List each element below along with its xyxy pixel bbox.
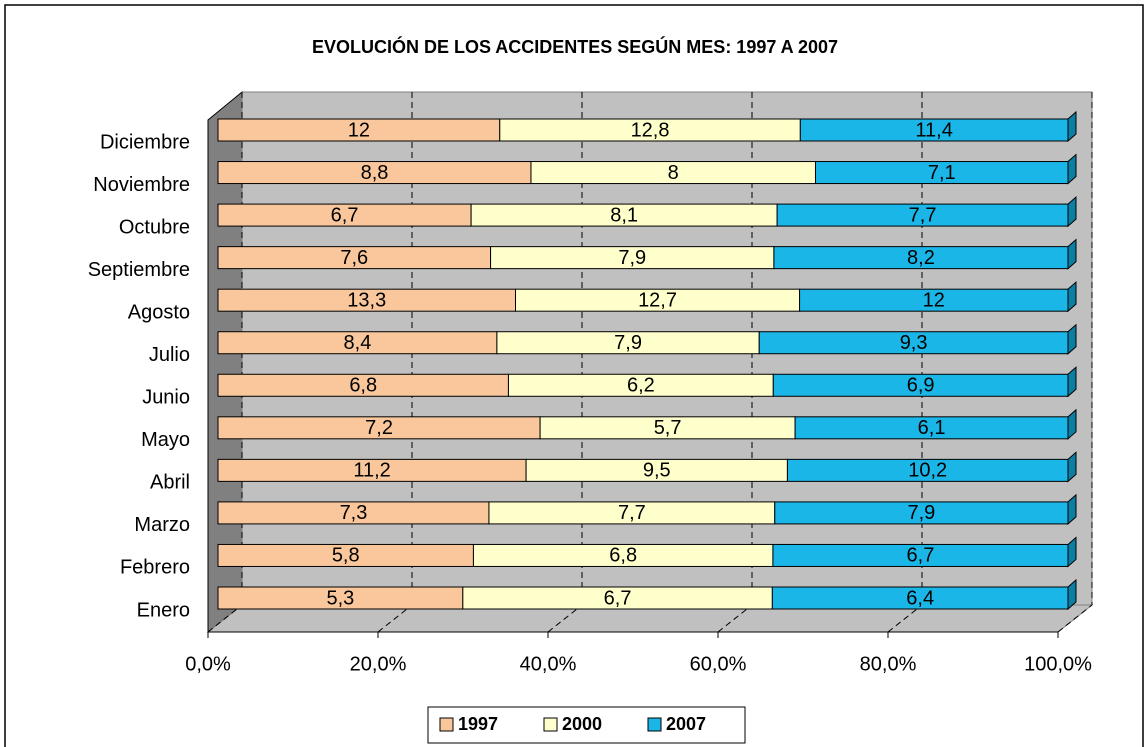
y-tick-label: Octubre [119, 216, 190, 238]
y-tick-label: Febrero [120, 557, 190, 579]
data-label: 5,8 [332, 545, 360, 567]
grid-line [887, 604, 923, 633]
data-label: 6,8 [609, 545, 637, 567]
y-tick-label: Noviembre [93, 174, 190, 196]
data-label: 8,8 [361, 162, 389, 184]
grid-line [207, 604, 243, 633]
data-label: 12,7 [638, 289, 677, 311]
data-label: 11,2 [353, 460, 390, 482]
y-tick-label: Abril [150, 472, 190, 494]
legend-label: 1997 [458, 714, 498, 734]
data-label: 9,5 [643, 460, 671, 482]
data-label: 8,4 [344, 332, 372, 354]
data-label: 7,7 [618, 502, 646, 524]
data-label: 8,2 [907, 247, 935, 269]
data-label: 6,7 [907, 545, 935, 567]
legend-swatch [439, 717, 454, 732]
data-label: 7,2 [365, 417, 393, 439]
data-label: 7,9 [614, 332, 642, 354]
data-label: 6,1 [918, 417, 946, 439]
legend-swatch [543, 717, 558, 732]
data-label: 5,7 [654, 417, 682, 439]
bar-end [1067, 238, 1077, 270]
x-tick-label: 0,0% [185, 653, 231, 675]
data-label: 11,4 [915, 119, 952, 141]
y-tick-label: Agosto [128, 301, 190, 323]
y-tick-label: Enero [137, 599, 190, 621]
legend-label: 2000 [562, 714, 602, 734]
y-tick-label: Mayo [141, 429, 190, 451]
bar-end [1067, 323, 1077, 355]
bar-end [1067, 451, 1077, 483]
data-label: 7,6 [340, 247, 368, 269]
grid-line [547, 604, 583, 633]
bar-end [1067, 110, 1077, 143]
data-label: 7,9 [618, 247, 646, 269]
legend-box [427, 706, 746, 744]
legend-label: 2007 [666, 714, 706, 734]
data-label: 7,1 [928, 162, 956, 184]
chart-title: EVOLUCIÓN DE LOS ACCIDENTES SEGÚN MES: 1… [312, 36, 838, 57]
bar-end [1067, 153, 1077, 185]
bar-end [1067, 408, 1077, 440]
data-label: 6,4 [906, 587, 934, 609]
y-tick-label: Septiembre [88, 259, 190, 281]
data-label: 7,7 [909, 204, 937, 226]
x-tick-label: 100,0% [1024, 653, 1092, 675]
data-label: 7,3 [340, 502, 368, 524]
bar-end [1067, 281, 1077, 313]
grid-line [717, 604, 753, 633]
data-label: 10,2 [908, 460, 947, 482]
data-label: 6,9 [907, 375, 935, 397]
data-label: 12 [348, 119, 370, 141]
data-label: 7,9 [907, 502, 935, 524]
data-label: 12,8 [631, 119, 670, 141]
x-tick-label: 60,0% [690, 653, 747, 675]
bar-end [1067, 578, 1077, 611]
data-label: 12 [923, 289, 945, 311]
y-tick-label: Marzo [134, 514, 190, 536]
bar-end [1067, 366, 1077, 398]
grid-line [1057, 604, 1093, 633]
y-tick-label: Junio [142, 387, 190, 409]
y-tick-label: Diciembre [100, 131, 190, 153]
data-label: 6,2 [627, 375, 655, 397]
y-tick-label: Julio [149, 344, 190, 366]
legend-swatch [647, 717, 662, 732]
data-label: 9,3 [900, 332, 928, 354]
grid-line [377, 604, 413, 633]
data-label: 8 [668, 162, 679, 184]
data-label: 6,8 [349, 375, 377, 397]
bar-end [1067, 493, 1077, 526]
bar-end [1067, 536, 1077, 568]
data-label: 13,3 [347, 289, 386, 311]
bar-end [1067, 195, 1077, 228]
data-label: 6,7 [331, 204, 359, 226]
x-tick-label: 80,0% [860, 653, 917, 675]
x-tick-label: 40,0% [520, 653, 577, 675]
x-tick-label: 20,0% [350, 653, 407, 675]
data-label: 8,1 [610, 204, 638, 226]
data-label: 5,3 [327, 587, 355, 609]
data-label: 6,7 [604, 587, 632, 609]
